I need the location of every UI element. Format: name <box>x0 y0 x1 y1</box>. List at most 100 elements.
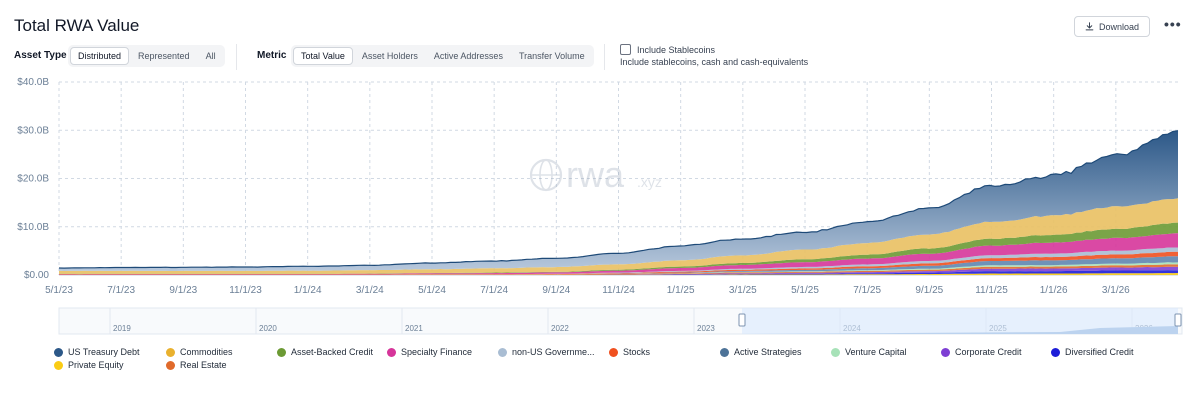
more-options-icon[interactable]: ••• <box>1164 16 1182 32</box>
legend-item[interactable]: Active Strategies <box>720 347 802 357</box>
x-tick-label: 5/1/23 <box>45 285 73 296</box>
x-tick-label: 11/1/24 <box>602 285 635 296</box>
legend-swatch <box>54 360 63 370</box>
x-tick-label: 3/1/25 <box>729 285 757 296</box>
legend-label: non-US Governme... <box>512 347 595 357</box>
legend-item[interactable]: Stocks <box>609 347 650 357</box>
legend-item[interactable]: Real Estate <box>166 360 227 370</box>
navigator-year-label: 2019 <box>113 324 131 333</box>
x-tick-label: 3/1/26 <box>1102 285 1130 296</box>
legend-item[interactable]: Private Equity <box>54 360 124 370</box>
asset-type-all[interactable]: All <box>205 51 216 61</box>
navigator-year-label: 2022 <box>551 324 569 333</box>
legend-label: Asset-Backed Credit <box>291 347 374 357</box>
legend-label: Diversified Credit <box>1065 347 1134 357</box>
area-us-treasury-debt[interactable] <box>59 130 1178 271</box>
watermark-text: rwa <box>566 154 625 195</box>
area-commodities[interactable] <box>59 198 1178 274</box>
x-tick-label: 9/1/24 <box>542 285 570 296</box>
total-line <box>58 130 1179 269</box>
area-non-us-government-debt[interactable] <box>59 247 1178 275</box>
y-tick-label: $20.0B <box>17 174 49 185</box>
area-specialty-finance[interactable] <box>59 233 1178 275</box>
area-private-equity[interactable] <box>59 273 1178 275</box>
y-tick-label: $10.0B <box>17 222 49 233</box>
legend-swatch <box>1051 347 1060 357</box>
divider <box>236 44 237 70</box>
legend-label: Specialty Finance <box>401 347 473 357</box>
x-tick-label: 11/1/25 <box>975 285 1008 296</box>
legend-label: Active Strategies <box>734 347 802 357</box>
area-active-strategies[interactable] <box>59 256 1178 275</box>
include-stablecoins-description: Include stablecoins, cash and cash-equiv… <box>620 57 809 67</box>
legend-label: Corporate Credit <box>955 347 1022 357</box>
x-tick-label: 7/1/23 <box>107 285 135 296</box>
x-tick-label: 11/1/23 <box>229 285 262 296</box>
legend-label: Private Equity <box>68 360 124 370</box>
x-tick-label: 1/1/25 <box>667 285 695 296</box>
area-venture-capital[interactable] <box>59 262 1178 275</box>
download-button[interactable]: Download <box>1074 16 1150 37</box>
area-asset-backed-credit[interactable] <box>59 222 1178 275</box>
y-tick-label: $30.0B <box>17 125 49 136</box>
area-real-estate[interactable] <box>59 264 1178 275</box>
legend-label: US Treasury Debt <box>68 347 140 357</box>
legend-item[interactable]: Diversified Credit <box>1051 347 1134 357</box>
navigator-year-label: 2023 <box>697 324 715 333</box>
area-stocks[interactable] <box>59 251 1178 275</box>
metric-total-value[interactable]: Total Value <box>293 47 353 65</box>
y-tick-label: $0.00 <box>24 270 49 281</box>
download-label: Download <box>1098 21 1140 32</box>
include-stablecoins-checkbox[interactable] <box>620 44 631 55</box>
legend-swatch <box>609 347 618 357</box>
metric-asset-holders[interactable]: Asset Holders <box>361 51 418 61</box>
x-tick-label: 7/1/25 <box>853 285 881 296</box>
legend-swatch <box>166 347 175 357</box>
area-corporate-credit[interactable] <box>59 266 1178 275</box>
asset-type-distributed[interactable]: Distributed <box>70 47 130 65</box>
rwa-area-chart[interactable]: $0.00 $10.0B $20.0B $30.0B $40.0B 5/1/23 7/1/2… <box>0 72 1200 304</box>
x-tick-label: 5/1/24 <box>418 285 446 296</box>
divider <box>604 44 605 70</box>
globe-meridian <box>539 159 553 191</box>
legend-label: Stocks <box>623 347 651 357</box>
include-stablecoins-label: Include Stablecoins <box>637 45 716 55</box>
download-icon <box>1085 22 1094 31</box>
legend-item[interactable]: Specialty Finance <box>387 347 472 357</box>
legend-label: Real Estate <box>180 360 227 370</box>
legend-item[interactable]: Commodities <box>166 347 233 357</box>
time-range-navigator[interactable]: 20192020202120222023202420252026 <box>0 304 1200 338</box>
legend-swatch <box>277 347 286 357</box>
metric-selector: Total Value Asset Holders Active Address… <box>291 45 594 67</box>
navigator-right-handle[interactable] <box>1174 313 1182 327</box>
legend-swatch <box>54 347 63 357</box>
navigator-left-handle[interactable] <box>738 313 746 327</box>
asset-type-represented[interactable]: Represented <box>138 51 190 61</box>
metric-transfer-volume[interactable]: Transfer Volume <box>518 51 585 61</box>
page-title: Total RWA Value <box>14 16 140 35</box>
legend-item[interactable]: Venture Capital <box>831 347 907 357</box>
asset-type-label: Asset Type <box>14 50 67 61</box>
legend-swatch <box>166 360 175 370</box>
legend-item[interactable]: Corporate Credit <box>941 347 1022 357</box>
legend-item[interactable]: non-US Governme... <box>498 347 595 357</box>
legend-swatch <box>720 347 729 357</box>
x-tick-label: 5/1/25 <box>791 285 819 296</box>
metric-active-addresses[interactable]: Active Addresses <box>433 51 503 61</box>
legend-label: Venture Capital <box>845 347 907 357</box>
area-diversified-credit[interactable] <box>59 270 1178 275</box>
y-tick-label: $40.0B <box>17 77 49 88</box>
legend-swatch <box>387 347 396 357</box>
x-tick-label: 3/1/24 <box>356 285 384 296</box>
watermark-subtext: .xyz <box>637 174 662 190</box>
asset-type-selector: Distributed Represented All <box>68 45 225 67</box>
navigator-year-label: 2021 <box>405 324 423 333</box>
rwa-watermark: rwa .xyz <box>529 154 662 195</box>
x-tick-label: 1/1/24 <box>294 285 322 296</box>
legend-item[interactable]: US Treasury Debt <box>54 347 140 357</box>
legend-item[interactable]: Asset-Backed Credit <box>277 347 373 357</box>
legend-swatch <box>831 347 840 357</box>
x-tick-label: 7/1/24 <box>480 285 508 296</box>
legend-label: Commodities <box>180 347 233 357</box>
x-tick-label: 9/1/25 <box>915 285 943 296</box>
